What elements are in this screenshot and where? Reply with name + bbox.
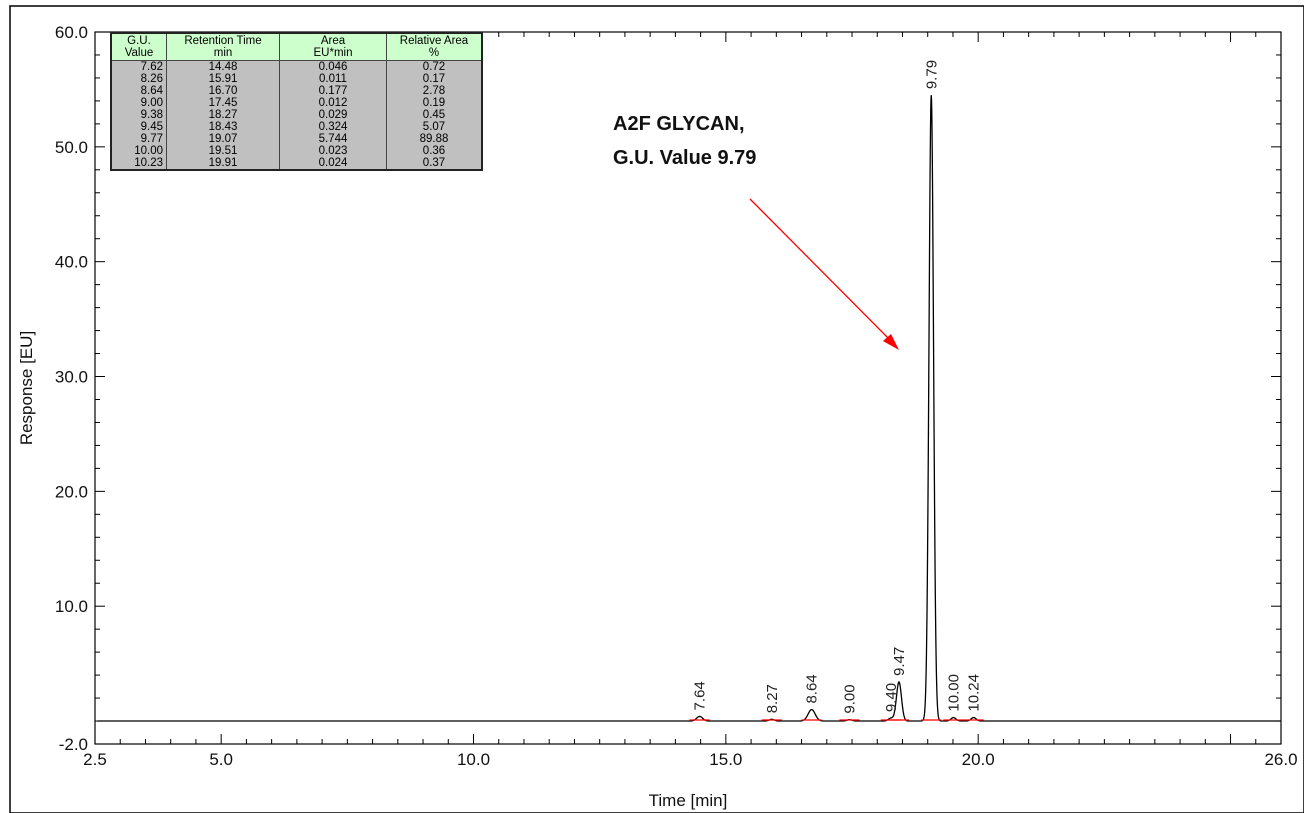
- table-row: 10.00 19.51 0.023 0.36: [110, 145, 483, 157]
- y-tick-label: 40.0: [55, 253, 88, 272]
- table-cell: 0.023: [279, 145, 387, 157]
- y-axis-title: Response [EU]: [17, 331, 36, 445]
- x-tick-label: 15.0: [709, 750, 742, 769]
- x-axis-title: Time [min]: [649, 791, 728, 810]
- table-cell: 0.36: [386, 145, 483, 157]
- table-row: 9.45 18.43 0.324 5.07: [110, 121, 483, 133]
- table-cell: 9.38: [110, 109, 167, 121]
- table-cell: 0.37: [386, 157, 483, 170]
- table-cell: 7.62: [110, 60, 167, 73]
- x-tick-label: 26.0: [1264, 750, 1297, 769]
- table-cell: 9.00: [110, 97, 167, 109]
- table-cell: 9.77: [110, 133, 167, 145]
- peak-label: 9.40: [883, 683, 900, 712]
- table-cell: 19.91: [166, 157, 280, 170]
- table-cell: 19.07: [166, 133, 280, 145]
- table-row: 10.23 19.91 0.024 0.37: [110, 157, 483, 170]
- table-row: 7.62 14.48 0.046 0.72: [110, 60, 483, 73]
- peak-table-body: 7.62 14.48 0.046 0.72 8.26 15.91 0.011 0.17 8.64…: [110, 60, 483, 170]
- chromatogram-trace: [97, 95, 1281, 722]
- table-cell: 0.45: [386, 109, 483, 121]
- table-row: 9.38 18.27 0.029 0.45: [110, 109, 483, 121]
- table-cell: 89.88: [386, 133, 483, 145]
- table-cell: 18.27: [166, 109, 280, 121]
- table-cell: 2.78: [386, 85, 483, 97]
- peak-label: 7.64: [692, 681, 709, 710]
- table-row: 8.26 15.91 0.011 0.17: [110, 73, 483, 85]
- x-tick-label: 20.0: [962, 750, 995, 769]
- outer-frame: [9, 5, 1304, 813]
- table-cell: 0.029: [279, 109, 387, 121]
- table-row: 9.00 17.45 0.012 0.19: [110, 97, 483, 109]
- y-tick-label: -2.0: [59, 735, 88, 754]
- table-cell: 15.91: [166, 73, 280, 85]
- table-cell: 8.26: [110, 73, 167, 85]
- table-cell: 19.51: [166, 145, 280, 157]
- annotation-arrowhead: [883, 334, 899, 350]
- series-layer: [97, 95, 1281, 722]
- annotation-callout: A2F GLYCAN, G.U. Value 9.79: [613, 113, 899, 350]
- y-tick-label: 50.0: [55, 138, 88, 157]
- table-cell: 0.177: [279, 85, 387, 97]
- table-cell: 0.046: [279, 60, 387, 73]
- table-cell: 10.23: [110, 157, 167, 170]
- table-cell: 0.011: [279, 73, 387, 85]
- table-cell: 8.64: [110, 85, 167, 97]
- table-cell: 5.744: [279, 133, 387, 145]
- table-cell: 5.07: [386, 121, 483, 133]
- y-tick-label: 10.0: [55, 597, 88, 616]
- header-retention-time: Retention Time min: [166, 32, 280, 61]
- peak-label: 9.00: [841, 684, 858, 713]
- header-gu-value: G.U. Value: [110, 32, 167, 61]
- table-cell: 0.024: [279, 157, 387, 170]
- header-area: Area EU*min: [279, 32, 387, 61]
- peak-table: G.U. Value Retention Time min Area EU*mi…: [110, 32, 483, 171]
- table-row: 8.64 16.70 0.177 2.78: [110, 85, 483, 97]
- peak-labels: 7.64 8.27 8.64 9.00 9.40 9.47 9.79 10.00 10.24: [692, 60, 983, 714]
- table-cell: 17.45: [166, 97, 280, 109]
- table-cell: 0.324: [279, 121, 387, 133]
- x-tick-label: 2.5: [83, 750, 107, 769]
- peak-label: 10.00: [945, 674, 962, 712]
- table-cell: 0.17: [386, 73, 483, 85]
- peak-label: 10.24: [966, 674, 983, 712]
- y-tick-label: 30.0: [55, 368, 88, 387]
- x-tick-label: 5.0: [209, 750, 233, 769]
- x-tick-labels: 2.5 5.0 10.0 15.0 20.0 26.0: [83, 750, 1297, 769]
- peak-label: 8.64: [804, 674, 821, 703]
- y-tick-label: 20.0: [55, 482, 88, 501]
- table-row: 9.77 19.07 5.744 89.88: [110, 133, 483, 145]
- annotation-line-1: A2F GLYCAN,: [613, 113, 745, 135]
- table-cell: 0.19: [386, 97, 483, 109]
- peak-label: 8.27: [764, 684, 781, 713]
- table-cell: 18.43: [166, 121, 280, 133]
- peak-label: 9.79: [923, 60, 940, 89]
- table-cell: 0.72: [386, 60, 483, 73]
- table-cell: 0.012: [279, 97, 387, 109]
- peak-table-header-row: G.U. Value Retention Time min Area EU*mi…: [110, 32, 483, 61]
- y-tick-labels: -2.0 10.0 20.0 30.0 40.0 50.0 60.0: [55, 23, 88, 754]
- table-cell: 16.70: [166, 85, 280, 97]
- annotation-arrow: [749, 198, 896, 346]
- peak-label: 9.47: [891, 647, 908, 676]
- table-cell: 10.00: [110, 145, 167, 157]
- annotation-line-2: G.U. Value 9.79: [613, 147, 756, 169]
- header-relative-area: Relative Area %: [386, 32, 483, 61]
- x-tick-label: 10.0: [457, 750, 490, 769]
- y-tick-label: 60.0: [55, 23, 88, 42]
- table-cell: 14.48: [166, 60, 280, 73]
- table-cell: 9.45: [110, 121, 167, 133]
